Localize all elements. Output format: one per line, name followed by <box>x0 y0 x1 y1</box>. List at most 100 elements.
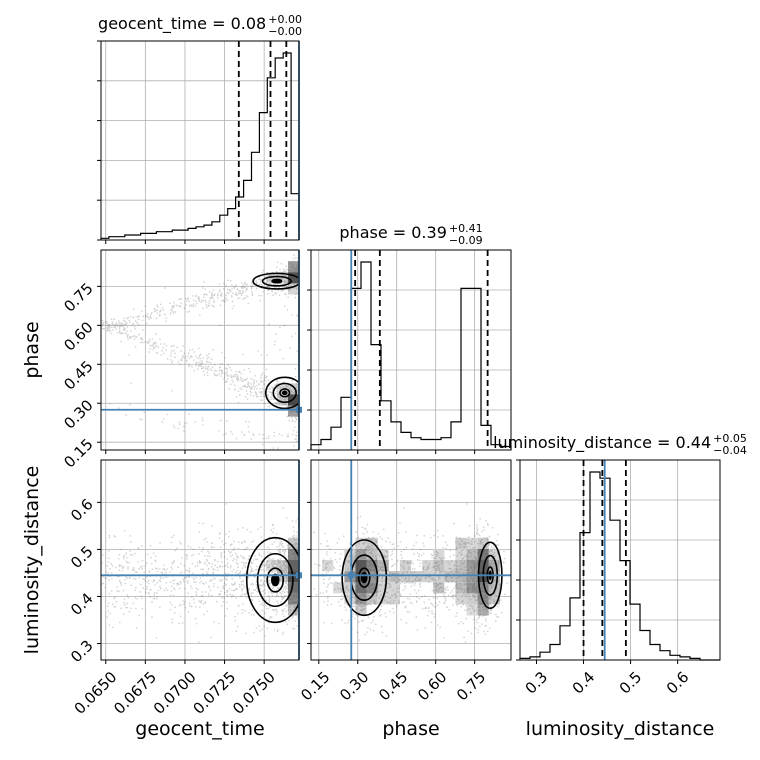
density-cell <box>455 593 467 605</box>
contour-core <box>270 573 280 587</box>
density-cell <box>288 283 299 295</box>
density-cell <box>422 560 434 572</box>
contour-line <box>266 567 285 593</box>
x-tick-label: 0.3 <box>522 668 552 698</box>
panel-title-phase: phase = 0.39 +0.41−0.09 <box>339 222 482 247</box>
x-tick-label: 0.0750 <box>229 668 279 718</box>
x-tick-label: 0.0700 <box>150 668 200 718</box>
panel-title-luminosity_distance: luminosity_distance = 0.44 +0.05−0.04 <box>493 432 747 457</box>
density-cell <box>277 394 288 406</box>
panel-grid <box>101 41 299 240</box>
density-cell <box>344 560 356 572</box>
density-cell <box>422 571 434 583</box>
density-cell <box>388 582 400 594</box>
truth-marker <box>348 572 355 579</box>
density-cell <box>388 571 400 583</box>
density-cell <box>455 560 467 572</box>
panel-frame <box>100 249 300 451</box>
y-axis-label-phase: phase <box>21 321 43 378</box>
density-cell <box>277 272 288 284</box>
density-cell <box>444 560 456 572</box>
density-cell <box>288 272 299 284</box>
density-cell <box>288 604 299 616</box>
contour-line <box>341 539 388 617</box>
panel-title-geocent_time: geocent_time = 0.08 +0.00−0.00 <box>98 13 302 38</box>
histogram-step <box>100 52 300 240</box>
density-panel-geocent_time-luminosity_distance <box>101 503 299 643</box>
contour-line <box>279 388 291 398</box>
y-axis-label-luminosity_distance: luminosity_distance <box>21 466 43 655</box>
y-tick-label: 0.4 <box>67 589 97 619</box>
density-cell <box>344 582 356 594</box>
title-upper-error: +0.41 <box>449 222 483 235</box>
density-cell <box>344 548 356 560</box>
density-cell <box>355 582 367 594</box>
y-tick-label: 0.6 <box>67 495 97 525</box>
histogram-step <box>310 261 512 450</box>
density-cell <box>466 593 478 605</box>
panel-frame <box>310 459 512 661</box>
density-cell <box>355 604 367 616</box>
density-cell <box>288 383 299 395</box>
density-cell <box>455 537 467 549</box>
contour-line <box>272 382 297 404</box>
panel-frame <box>519 459 721 661</box>
density-cell <box>488 560 500 572</box>
panel-frame <box>100 459 300 661</box>
density-cell <box>322 560 334 572</box>
title-lower-error: −0.00 <box>268 25 302 38</box>
scatter-points <box>101 254 299 449</box>
x-tick-label: 0.0675 <box>110 668 160 718</box>
density-cell <box>477 582 489 594</box>
density-cell <box>288 261 299 273</box>
density-cell <box>288 537 299 549</box>
density-cell <box>388 593 400 605</box>
title-text: luminosity_distance = 0.44 <box>493 433 711 453</box>
density-cell <box>266 560 277 572</box>
density-cell <box>288 548 299 560</box>
y-tick-label: 0.30 <box>60 396 96 432</box>
density-cell <box>366 537 378 549</box>
y-tick-label: 0.75 <box>60 279 96 315</box>
panel-frame <box>100 40 300 241</box>
panel-grid <box>101 250 299 450</box>
density-cell <box>377 571 389 583</box>
y-tick-label: 0.45 <box>60 357 96 393</box>
density-cell <box>288 560 299 572</box>
contour-line <box>271 278 283 284</box>
density-cell <box>466 604 478 616</box>
density-cell <box>433 582 445 594</box>
histogram-step <box>519 471 720 661</box>
density-cell <box>488 593 500 605</box>
x-tick-label: 0.6 <box>663 668 693 698</box>
x-tick-label: 0.30 <box>336 668 372 704</box>
panel-frame <box>310 249 512 451</box>
density-cell <box>444 571 456 583</box>
density-cell <box>488 582 500 594</box>
density-cell <box>366 571 378 583</box>
density-cell <box>344 593 356 605</box>
contour-core <box>273 280 281 283</box>
x-tick-label: 0.15 <box>297 668 333 704</box>
density-cell <box>355 537 367 549</box>
x-axis-label-geocent_time: geocent_time <box>135 718 264 740</box>
density-cell <box>466 548 478 560</box>
density-cell <box>433 560 445 572</box>
histogram-luminosity_distance <box>519 460 720 661</box>
title-upper-error: +0.05 <box>713 432 747 445</box>
density-cell <box>477 604 489 616</box>
contour-core <box>281 390 288 396</box>
density-cell <box>377 560 389 572</box>
density-cell <box>377 548 389 560</box>
density-cell <box>455 548 467 560</box>
density-cell <box>477 560 489 572</box>
panel-grid <box>311 250 511 450</box>
density-cell <box>366 560 378 572</box>
contour-line <box>256 552 294 608</box>
x-tick-label: 0.0650 <box>71 668 121 718</box>
contour-line <box>357 567 371 588</box>
density-panel-geocent_time-phase <box>101 254 299 449</box>
density-cell <box>488 571 500 583</box>
y-tick-label: 0.3 <box>67 636 97 666</box>
